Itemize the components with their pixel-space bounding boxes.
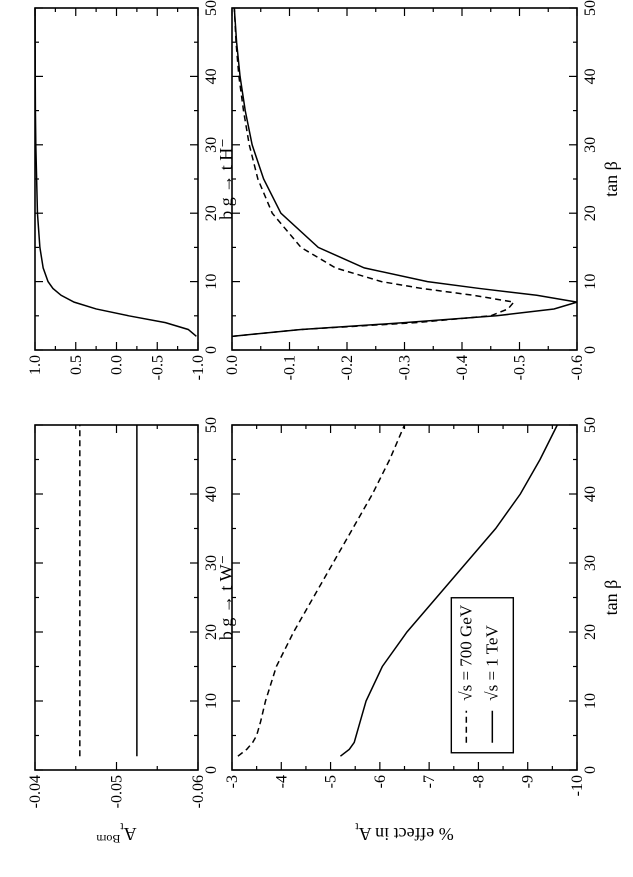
plot-frame [34, 424, 199, 771]
legend-label: √s = 700 GeV [456, 604, 475, 701]
y-tick-label: 0.0 [109, 355, 126, 375]
y-axis-label-sup: Born [96, 832, 120, 846]
y-tick-label: -8 [470, 775, 487, 788]
x-tick-label: 0 [582, 346, 599, 354]
legend-label: √s = 1 TeV [482, 625, 501, 701]
x-tick-label: 0 [203, 346, 220, 354]
y-tick-label: -4 [273, 775, 290, 788]
legend-box [450, 597, 515, 754]
y-tick-label: 0.5 [68, 355, 85, 375]
y-axis-label-sub: t [355, 820, 359, 834]
y-tick-label: 1.0 [27, 355, 44, 375]
x-tick-label: 30 [582, 137, 599, 153]
x-tick-label: 50 [582, 0, 599, 16]
y-tick-label: -10 [569, 775, 586, 796]
y-tick-label: -0.2 [339, 355, 356, 380]
panel-title: b g → t H⁻ [216, 138, 236, 220]
y-tick-label: -0.05 [109, 775, 126, 808]
y-tick-label: -1.0 [190, 355, 207, 380]
x-tick-label: 0 [582, 766, 599, 774]
y-tick-label: -0.5 [149, 355, 166, 380]
y-tick-label: -3 [224, 775, 241, 788]
x-tick-label: 10 [582, 693, 599, 709]
x-tick-label: 40 [203, 486, 220, 502]
y-tick-label: -5 [323, 775, 340, 788]
y-axis-label-sub: t [120, 820, 124, 834]
x-tick-label: 40 [582, 68, 599, 84]
plot-frame [231, 7, 578, 351]
x-tick-label: 50 [203, 417, 220, 433]
x-tick-label: 20 [582, 624, 599, 640]
x-tick-label: 0 [203, 766, 220, 774]
y-axis-label: At Born [96, 820, 136, 846]
series-line-1tev [231, 7, 578, 338]
plot-frame [34, 7, 199, 351]
y-tick-label: -0.04 [27, 775, 44, 808]
y-tick-label: -7 [421, 775, 438, 788]
y-tick-label: -0.6 [569, 355, 586, 380]
x-tick-label: 40 [582, 486, 599, 502]
y-tick-label: -0.1 [282, 355, 299, 380]
x-tick-label: 30 [582, 555, 599, 571]
y-axis-label-main: % effect in A [359, 824, 454, 844]
series-line-1tev [339, 424, 558, 757]
y-tick-label: -0.5 [512, 355, 529, 380]
x-tick-label: 50 [582, 417, 599, 433]
x-tick-label: 20 [203, 624, 220, 640]
series-line-1tev [34, 7, 197, 337]
y-tick-label: -0.4 [454, 355, 471, 380]
x-tick-label: 10 [582, 274, 599, 290]
x-tick-label: 10 [203, 693, 220, 709]
panel-title: b g → t W⁻ [216, 555, 236, 640]
panel-th-effect: 0 10 20 30 40 50 -0.6 -0.5 -0.4 -0.3 -0.2 -0.1 0.0 ta… [224, 0, 621, 380]
x-tick-label: 20 [582, 205, 599, 221]
x-tick-label: 10 [203, 274, 220, 290]
panel-tw-born: 0 10 20 30 40 50 -0.06 -0.05 -0.04 b g → t W⁻ At Bo… [27, 417, 236, 846]
y-axis-label-main: A [124, 824, 137, 844]
y-tick-label: -0.06 [190, 775, 207, 808]
x-tick-label: 40 [203, 68, 220, 84]
x-tick-label: 20 [203, 205, 220, 221]
y-tick-label: -9 [520, 775, 537, 788]
series-line-700gev [237, 424, 406, 757]
x-tick-label: 30 [203, 555, 220, 571]
x-tick-label: 50 [203, 0, 220, 16]
panel-th-born: 0 10 20 30 40 50 -1.0 -0.5 0.0 0.5 1.0 b g → t H⁻ [27, 0, 236, 380]
x-tick-label: 30 [203, 137, 220, 153]
y-tick-label: -6 [372, 775, 389, 788]
plot-frame [231, 424, 578, 771]
y-tick-label: 0.0 [224, 355, 241, 375]
x-axis-label: tan β [601, 580, 621, 616]
y-axis-label: % effect in At [355, 820, 454, 844]
y-tick-label: -0.3 [397, 355, 414, 380]
x-axis-label: tan β [601, 161, 621, 197]
panel-tw-effect: 0 10 20 30 40 50 -10 -9 -8 -7 -6 -5 -4 -3 tan β % effec… [224, 417, 621, 844]
series-line-700gev [231, 7, 516, 338]
